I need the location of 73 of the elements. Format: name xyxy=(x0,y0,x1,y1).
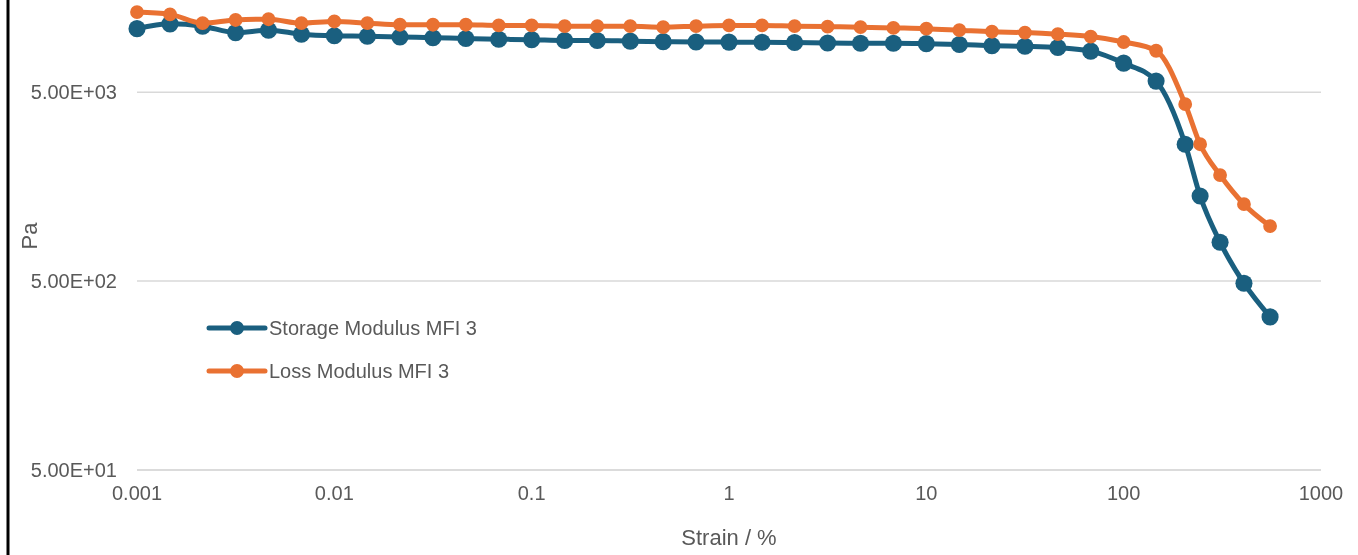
point xyxy=(163,7,177,22)
point xyxy=(952,23,967,38)
point xyxy=(786,34,804,52)
point xyxy=(884,34,902,52)
point xyxy=(524,18,539,33)
x-axis-title: Strain / % xyxy=(681,525,777,550)
point xyxy=(820,19,835,34)
point xyxy=(1018,25,1032,40)
point xyxy=(1115,54,1133,72)
point xyxy=(1083,29,1098,44)
point xyxy=(853,20,868,35)
point xyxy=(1147,72,1165,90)
legend-label: Storage Modulus MFI 3 xyxy=(269,317,477,339)
point xyxy=(689,19,703,34)
point xyxy=(656,20,671,35)
y-tick-label: 5.00E+03 xyxy=(30,81,117,104)
point xyxy=(886,21,901,35)
y-tick-label: 5.00E+02 xyxy=(30,270,117,293)
point xyxy=(458,17,473,32)
point xyxy=(130,5,144,19)
point xyxy=(1016,37,1034,55)
point xyxy=(195,16,210,31)
point xyxy=(1116,35,1131,49)
point xyxy=(424,29,442,47)
point xyxy=(426,17,440,32)
point xyxy=(523,31,541,49)
point xyxy=(360,16,375,31)
point xyxy=(1082,42,1100,60)
point xyxy=(983,37,1001,55)
point xyxy=(753,33,771,51)
point xyxy=(261,12,276,27)
legend-label: Loss Modulus MFI 3 xyxy=(269,360,450,382)
point xyxy=(294,16,309,31)
point xyxy=(722,18,736,33)
x-tick-label: 0.001 xyxy=(111,482,163,504)
point xyxy=(755,18,769,33)
point xyxy=(1149,43,1164,58)
x-tick-label: 100 xyxy=(1106,482,1141,504)
x-tick-label: 0.1 xyxy=(517,482,546,504)
point xyxy=(393,17,407,32)
point xyxy=(228,13,243,27)
point xyxy=(787,19,802,34)
point xyxy=(1049,39,1067,57)
x-tick-label: 1 xyxy=(723,482,735,504)
point xyxy=(327,14,342,29)
point xyxy=(623,19,638,34)
point xyxy=(851,34,870,52)
point xyxy=(985,24,999,39)
point xyxy=(590,19,605,34)
point xyxy=(491,18,506,33)
point xyxy=(325,27,343,45)
point xyxy=(720,33,738,51)
point xyxy=(588,31,606,49)
point xyxy=(128,20,146,38)
point xyxy=(557,19,572,34)
point xyxy=(919,21,934,36)
point xyxy=(1050,27,1065,42)
point xyxy=(227,24,245,42)
point xyxy=(654,33,672,51)
x-tick-label: 1000 xyxy=(1298,482,1344,504)
y-axis-title: Pa xyxy=(17,221,42,250)
y-tick-label: 5.00E+01 xyxy=(30,459,117,481)
point xyxy=(950,35,968,53)
point xyxy=(917,35,935,53)
point xyxy=(490,30,508,48)
point xyxy=(819,34,837,52)
x-tick-label: 10 xyxy=(915,482,938,504)
point xyxy=(556,31,574,49)
x-tick-label: 0.01 xyxy=(314,482,354,504)
point xyxy=(621,32,639,50)
point xyxy=(687,33,705,51)
point xyxy=(457,29,475,48)
point xyxy=(358,27,376,45)
